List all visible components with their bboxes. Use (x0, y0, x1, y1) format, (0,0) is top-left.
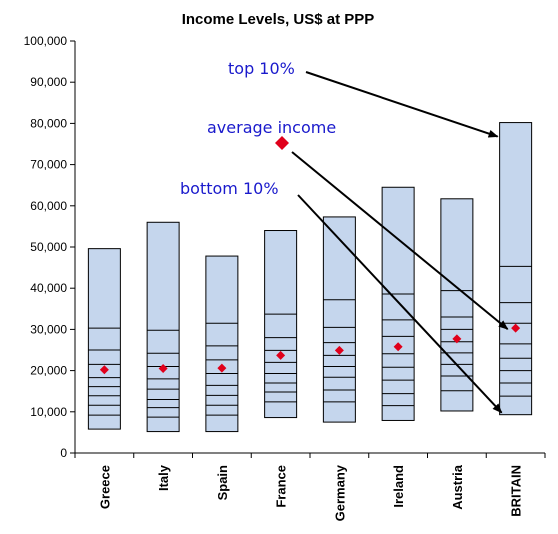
average-marker (393, 342, 403, 352)
average-marker (452, 334, 462, 344)
average-markers (99, 323, 521, 375)
bar-range (264, 230, 298, 419)
bar-range (205, 255, 239, 433)
chart-title: Income Levels, US$ at PPP (182, 11, 375, 28)
average-marker (334, 345, 344, 355)
x-tick-label: Austria (450, 464, 465, 510)
average-marker (99, 365, 109, 375)
y-tick-label: 40,000 (30, 281, 67, 295)
average-legend-marker (275, 136, 289, 150)
bar-range (499, 122, 533, 416)
decile-bars (87, 122, 533, 433)
bar-range (440, 198, 474, 412)
average-marker (276, 350, 286, 360)
annotation-label: average income (207, 118, 336, 137)
bar-austria (440, 198, 474, 412)
x-tick-label: Italy (156, 464, 171, 491)
y-tick-label: 70,000 (30, 158, 67, 172)
annotation-label: bottom 10% (180, 179, 279, 198)
x-tick-label: Spain (215, 465, 230, 500)
y-tick-label: 10,000 (30, 405, 67, 419)
bar-italy (146, 221, 180, 433)
y-tick-label: 90,000 (30, 75, 67, 89)
bar-range (146, 221, 180, 433)
bar-ireland (381, 186, 415, 421)
y-tick-label: 0 (60, 446, 67, 460)
x-tick-label: France (274, 465, 289, 508)
x-tick-label: Ireland (391, 465, 406, 508)
x-tick-label: Greece (97, 465, 112, 509)
bar-greece (87, 248, 121, 430)
annotation-arrow (297, 194, 503, 414)
annotation-label: top 10% (228, 59, 295, 78)
y-tick-label: 60,000 (30, 199, 67, 213)
average-marker (511, 323, 521, 333)
y-tick-label: 100,000 (24, 34, 68, 48)
bar-germany (322, 216, 356, 423)
average-marker (217, 363, 227, 373)
bar-france (264, 230, 298, 419)
annotations: top 10% average income bottom 10% (180, 59, 509, 414)
x-tick-label: Germany (332, 464, 347, 521)
y-tick-label: 20,000 (30, 364, 67, 378)
bar-britain (499, 122, 533, 416)
average-marker (158, 364, 168, 374)
bar-range (381, 186, 415, 421)
annotation-arrow (291, 151, 509, 330)
x-tick-label: BRITAIN (509, 465, 524, 517)
y-tick-label: 80,000 (30, 116, 67, 130)
y-axis-ticks: 0 10,000 20,000 30,000 40,000 50,000 60,000 70,… (24, 34, 75, 460)
annotation-arrow (305, 71, 499, 138)
x-axis-ticks: Greece Italy Spain France Germany Ireland Aust… (74, 453, 546, 521)
bar-spain (205, 255, 239, 433)
y-tick-label: 50,000 (30, 240, 67, 254)
y-tick-label: 30,000 (30, 322, 67, 336)
bar-range (322, 216, 356, 423)
bar-range (87, 248, 121, 430)
